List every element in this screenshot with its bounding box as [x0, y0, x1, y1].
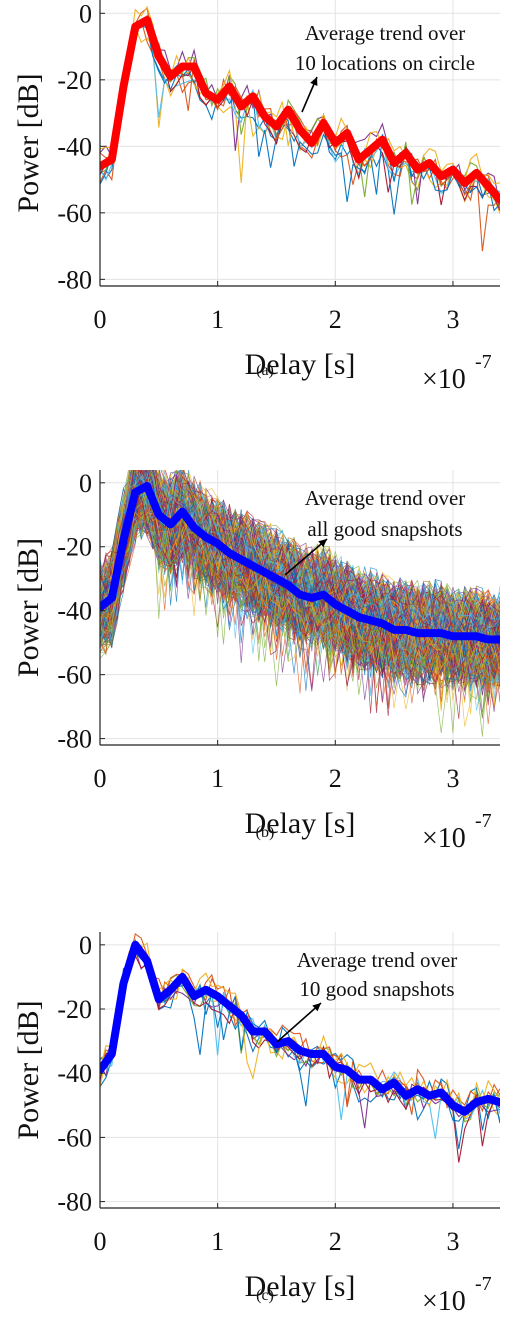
individual-curve [100, 470, 500, 636]
average-trend-line [100, 940, 500, 1116]
y-axis-label: Power [dB] [12, 1000, 45, 1139]
x-scale-multiplier: ×10 [422, 823, 466, 854]
y-tick-label: -20 [57, 533, 92, 562]
y-tick-label: -80 [57, 265, 92, 294]
y-tick-label: -80 [57, 725, 92, 754]
x-axis-label: Delay [s] [245, 1270, 356, 1303]
panel-caption: (c) [256, 1287, 274, 1304]
x-scale-exponent: -7 [475, 810, 492, 832]
annotation-arrowhead [318, 539, 327, 548]
individual-curve [100, 24, 500, 214]
x-tick-label: 3 [446, 764, 459, 793]
x-tick-label: 2 [329, 764, 342, 793]
panel-caption: (a) [256, 362, 274, 379]
average-trend-line [100, 482, 500, 644]
annotation-line-1: Average trend over [305, 21, 466, 45]
y-tick-label: -60 [57, 199, 92, 228]
individual-curve [100, 470, 500, 625]
individual-curve [100, 948, 500, 1139]
y-tick-label: -40 [57, 597, 92, 626]
x-tick-label: 2 [329, 305, 342, 334]
x-axis-label: Delay [s] [245, 807, 356, 840]
annotation-arrowhead [310, 77, 318, 86]
y-tick-label: -60 [57, 661, 92, 690]
x-tick-label: 3 [446, 1227, 459, 1256]
individual-curves [100, 470, 500, 737]
x-scale-exponent: -7 [475, 1273, 492, 1295]
y-axis-label: Power [dB] [12, 538, 45, 677]
individual-curve [100, 496, 500, 680]
annotation-arrow [276, 1002, 322, 1043]
y-tick-label: -60 [57, 1123, 92, 1152]
panel-1: 0 1 2 3 0 -20 -40 -60 -80 Delay [s] Power [dB] ×10-… [12, 0, 500, 395]
individual-curve [100, 509, 500, 687]
x-tick-label: 0 [94, 764, 107, 793]
x-tick-label: 2 [329, 1227, 342, 1256]
individual-curve [100, 470, 500, 668]
annotation-arrow [284, 538, 328, 576]
individual-curve [100, 482, 500, 712]
y-tick-label: -80 [57, 1188, 92, 1217]
panel-3: 0 1 2 3 0 -20 -40 -60 -80 Delay [s] Power [dB] ×10-… [12, 931, 500, 1317]
panel-caption: (b) [256, 824, 275, 841]
x-tick-label: 0 [94, 305, 107, 334]
x-tick-label: 1 [211, 1227, 224, 1256]
annotation-arrowhead [312, 1003, 321, 1012]
x-tick-label: 1 [211, 764, 224, 793]
y-tick-label: -20 [57, 66, 92, 95]
individual-curve [100, 475, 500, 679]
y-tick-label: 0 [79, 469, 92, 498]
x-tick-label: 0 [94, 1227, 107, 1256]
annotation-line-2: 10 good snapshots [299, 977, 454, 1001]
x-scale-multiplier: ×10 [422, 364, 466, 395]
annotation-line-1: Average trend over [305, 486, 466, 510]
y-tick-label: 0 [79, 931, 92, 960]
individual-curve [100, 497, 500, 694]
y-tick-label: -40 [57, 1059, 92, 1088]
x-tick-label: 1 [211, 305, 224, 334]
y-tick-label: 0 [79, 0, 92, 28]
y-tick-label: -20 [57, 995, 92, 1024]
panel-2: 0 1 2 3 0 -20 -40 -60 -80 Delay [s] Power [dB] ×10-… [12, 469, 500, 854]
annotation-line-2: all good snapshots [307, 517, 462, 541]
annotation-line-1: Average trend over [297, 948, 458, 972]
individual-curve [100, 470, 500, 659]
y-axis-label: Power [dB] [12, 73, 45, 212]
individual-curve [100, 25, 500, 212]
x-scale-exponent: -7 [475, 351, 492, 373]
average-trend-line [100, 16, 500, 204]
y-tick-label: -40 [57, 132, 92, 161]
x-scale-multiplier: ×10 [422, 1286, 466, 1317]
x-tick-label: 3 [446, 305, 459, 334]
individual-curve [100, 515, 500, 692]
x-axis-label: Delay [s] [245, 348, 356, 381]
annotation-line-2: 10 locations on circle [295, 51, 475, 75]
